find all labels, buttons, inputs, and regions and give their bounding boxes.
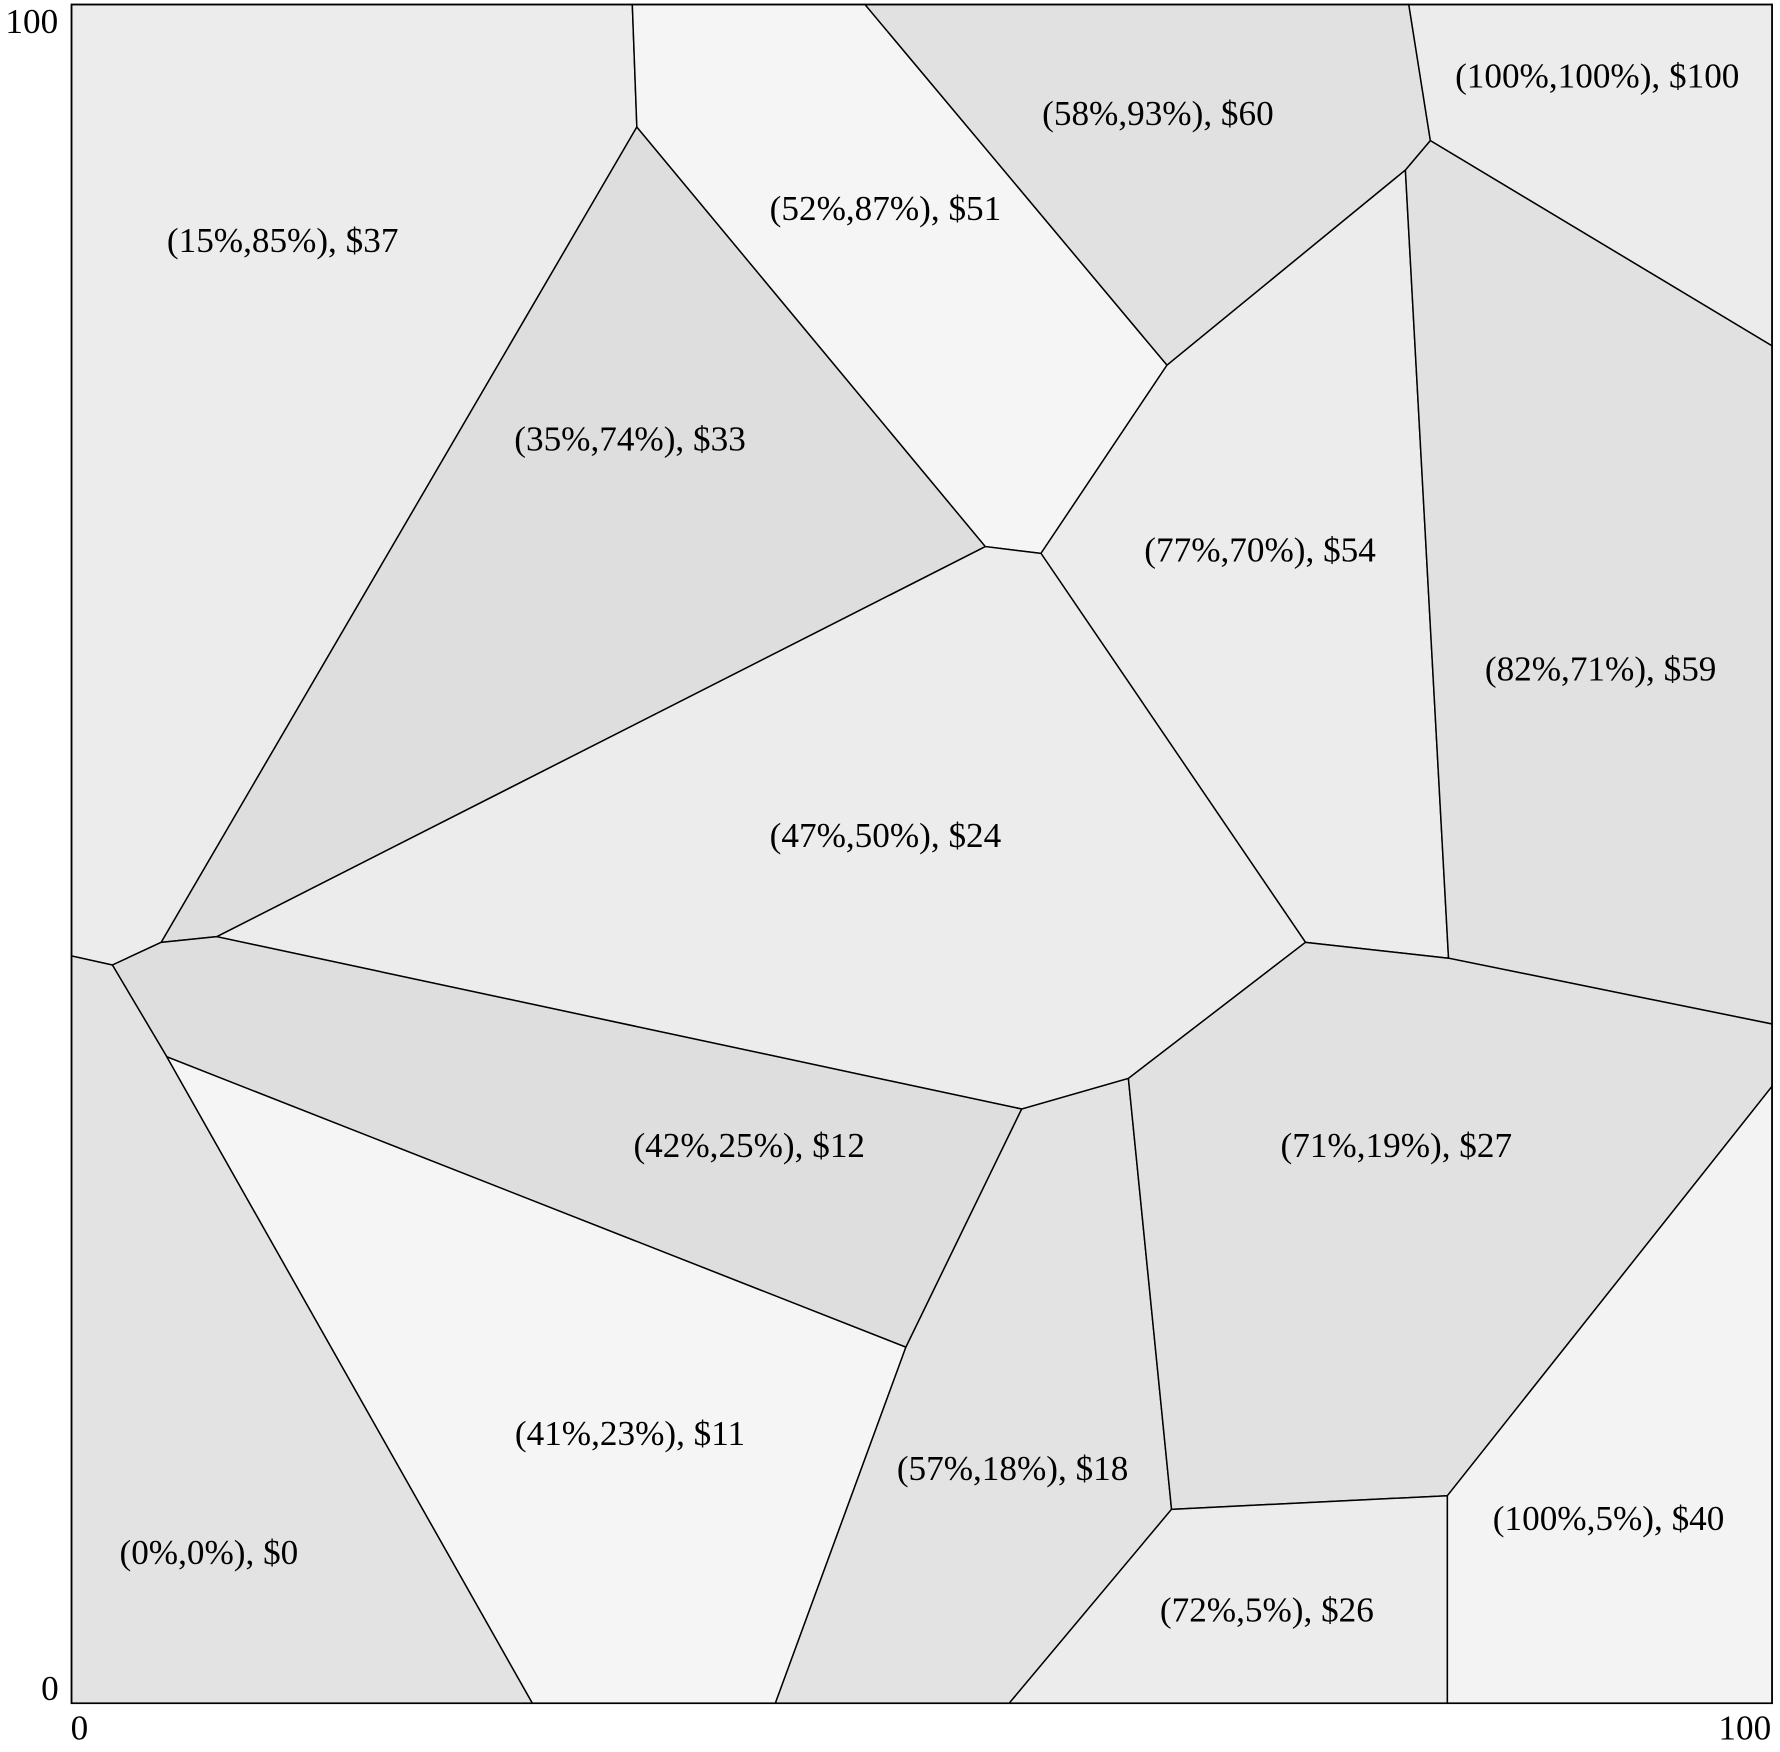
cell-label: (100%,100%), $100 — [1455, 56, 1739, 95]
axis-labels: 100 0 0 100 — [5, 2, 1771, 1748]
cell-label: (15%,85%), $37 — [167, 221, 399, 260]
cell-label: (71%,19%), $27 — [1281, 1126, 1513, 1165]
cell-label: (47%,50%), $24 — [770, 816, 1002, 855]
cell-label: (52%,87%), $51 — [770, 189, 1002, 228]
cells — [70, 3, 1773, 1705]
plot-frame — [70, 3, 1773, 1705]
cell-label: (35%,74%), $33 — [514, 419, 746, 458]
cell-label: (77%,70%), $54 — [1144, 530, 1376, 569]
cell-label: (57%,18%), $18 — [897, 1449, 1129, 1488]
cell-label: (42%,25%), $12 — [633, 1126, 865, 1165]
cell-label: (41%,23%), $11 — [515, 1414, 745, 1453]
cell-label: (72%,5%), $26 — [1160, 1591, 1374, 1630]
x-axis-label: 100 — [1718, 1709, 1771, 1748]
cell-label: (100%,5%), $40 — [1493, 1499, 1725, 1538]
cell-label: (82%,71%), $59 — [1485, 650, 1717, 689]
y-axis-label: 0 — [41, 1669, 59, 1708]
cell-label: (0%,0%), $0 — [119, 1533, 298, 1572]
y-axis-label: 100 — [5, 2, 58, 41]
cell-label: (58%,93%), $60 — [1042, 94, 1274, 133]
cell-labels: (15%,85%), $37 (35%,74%), $33 (52%,87%),… — [119, 56, 1739, 1629]
x-axis-label: 0 — [71, 1709, 89, 1748]
